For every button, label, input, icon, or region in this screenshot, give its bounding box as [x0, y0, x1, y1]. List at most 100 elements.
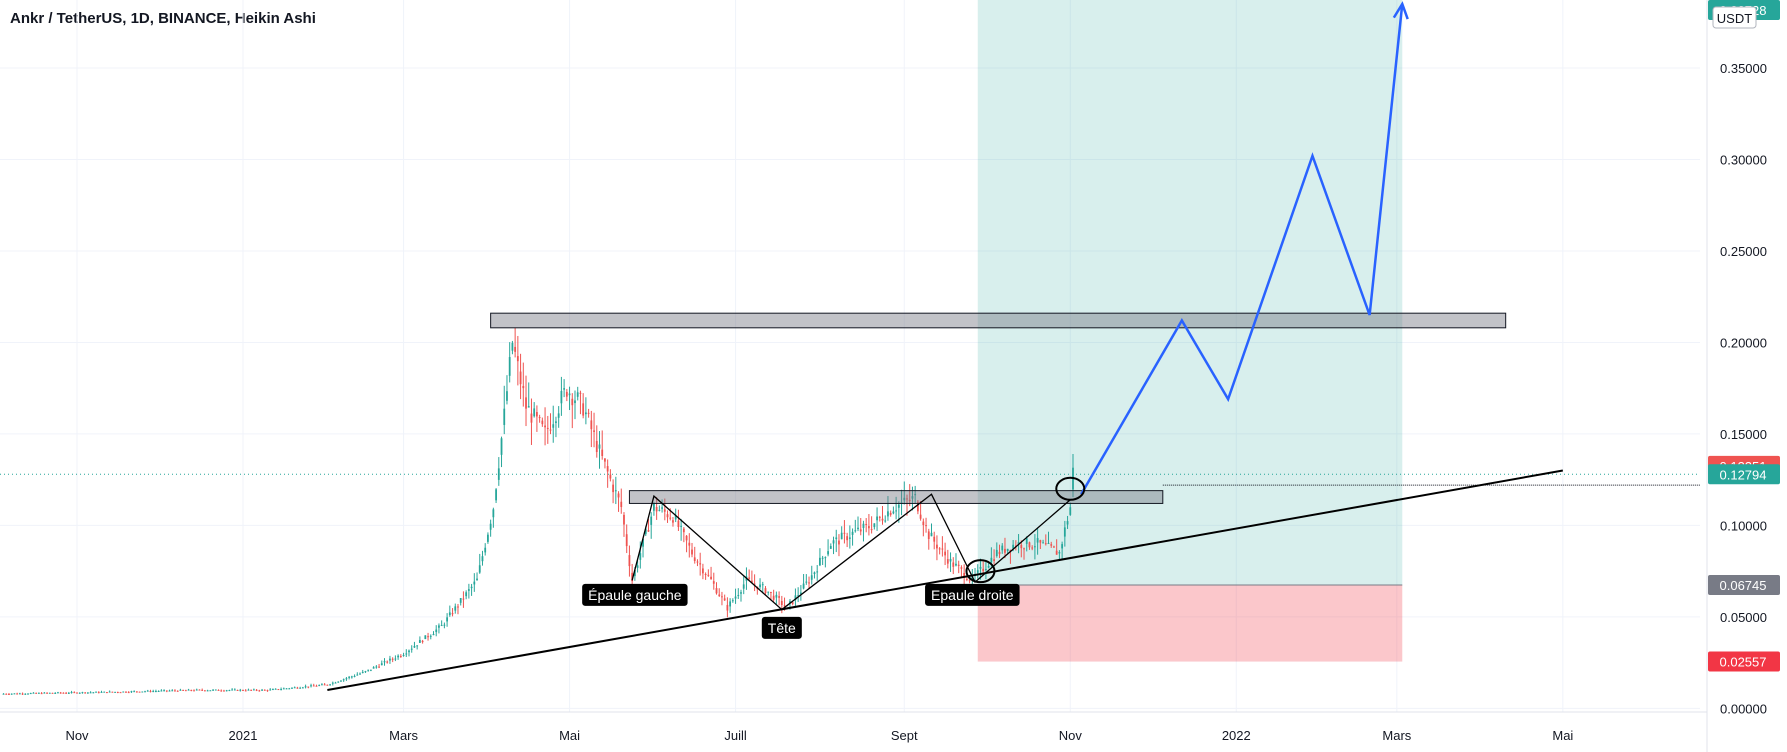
candle-body: [348, 676, 351, 678]
zones[interactable]: [490, 312, 1507, 504]
candle-body: [1012, 544, 1015, 549]
target-zone[interactable]: [977, 0, 1403, 585]
candle-body: [906, 498, 908, 500]
candle-body: [1061, 544, 1064, 549]
candle-body: [1058, 551, 1061, 554]
candle-body: [242, 690, 244, 692]
head-shoulders-pattern[interactable]: [631, 493, 1071, 611]
candle-body: [623, 514, 625, 525]
candle-body: [527, 406, 530, 408]
candle-body: [459, 598, 462, 603]
candle-body: [310, 685, 312, 687]
projection-path[interactable]: [1080, 3, 1404, 495]
candle-body: [24, 693, 27, 695]
candle-body: [848, 537, 851, 539]
candle-body: [555, 421, 557, 423]
candle-body: [217, 689, 220, 691]
pattern-labels[interactable]: Épaule gauche Tête Epaule droite: [582, 583, 1020, 639]
candle-body: [487, 534, 489, 542]
candle-body: [791, 602, 794, 604]
candle-body: [936, 544, 938, 549]
candle-body: [625, 534, 628, 547]
candle-body: [593, 430, 595, 432]
resistance-zone[interactable]: [490, 312, 1507, 329]
pattern-label[interactable]: [582, 583, 688, 606]
x-tick-label: Mai: [1552, 728, 1573, 743]
candle-body: [895, 510, 898, 512]
candle-body: [16, 693, 19, 695]
candle-body: [48, 692, 51, 694]
candle-body: [160, 690, 163, 692]
drawing-lines[interactable]: [0, 1, 1700, 692]
candle-body: [329, 684, 331, 686]
candle-body: [685, 535, 688, 541]
candle-body: [97, 692, 100, 694]
candle-body: [903, 497, 906, 501]
candle-body: [1020, 544, 1023, 549]
position-tool[interactable]: [977, 0, 1403, 662]
candle-body: [696, 561, 699, 563]
candle-body: [274, 688, 277, 690]
candle-body: [805, 581, 808, 583]
x-tick-label: Sept: [891, 728, 918, 743]
candle-body: [296, 687, 299, 689]
highlight-circle[interactable]: [965, 559, 996, 584]
candle-body: [1028, 542, 1031, 548]
candle-body: [783, 605, 786, 607]
candle-body: [536, 412, 538, 417]
candle-body: [723, 598, 726, 601]
candle-body: [819, 557, 821, 566]
candle-body: [780, 601, 783, 605]
x-tick-label: Juill: [724, 728, 747, 743]
candle-body: [236, 689, 239, 691]
candle-body: [32, 692, 35, 694]
candle-body: [930, 532, 933, 537]
pattern-label[interactable]: [761, 616, 802, 639]
pattern-label-text: Tête: [768, 620, 796, 636]
candle-body: [832, 540, 835, 544]
candle-body: [427, 636, 429, 638]
candle-body: [476, 578, 478, 581]
y-tick-label: 0.10000: [1720, 518, 1767, 533]
candle-body: [919, 514, 922, 519]
candle-body: [446, 617, 448, 622]
candle-body: [846, 536, 849, 541]
candle-body: [261, 689, 263, 691]
candle-body: [606, 466, 609, 472]
candle-body: [911, 496, 914, 499]
candle-body: [359, 673, 361, 675]
candle-body: [8, 693, 10, 695]
candle-body: [688, 542, 691, 546]
candle-body: [334, 682, 337, 684]
candle-body: [307, 686, 310, 688]
price-badge: [1708, 651, 1780, 672]
candle-body: [821, 557, 824, 559]
candle-body: [266, 690, 269, 692]
candle-body: [125, 691, 127, 693]
candle-body: [484, 547, 487, 553]
candle-body: [614, 490, 617, 492]
trendline[interactable]: [327, 469, 1564, 692]
candle-body: [584, 412, 587, 415]
candle-body: [263, 689, 266, 691]
candle-body: [495, 489, 497, 501]
candle-body: [149, 691, 152, 693]
candle-body: [829, 546, 832, 549]
candle-body: [76, 692, 78, 694]
pattern-label-text: Epaule droite: [931, 587, 1014, 603]
candle-body: [190, 689, 193, 691]
currency-badge[interactable]: [1712, 6, 1757, 29]
neckline-zone[interactable]: [628, 490, 1164, 504]
candle-body: [239, 689, 242, 691]
candle-body: [968, 580, 971, 582]
candle-body: [13, 693, 16, 695]
candle-body: [908, 499, 911, 501]
highlight-circle[interactable]: [1055, 476, 1086, 501]
candle-body: [214, 689, 217, 691]
stop-zone[interactable]: [977, 584, 1403, 662]
candle-body: [609, 474, 612, 479]
pattern-label[interactable]: [925, 583, 1020, 606]
candle-body: [761, 584, 764, 586]
candle-body: [1050, 544, 1053, 546]
